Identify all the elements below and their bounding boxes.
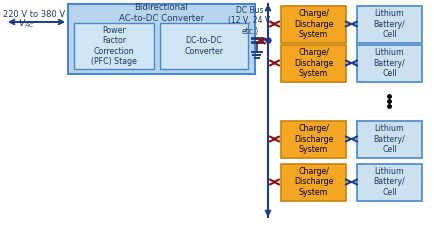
Bar xyxy=(160,23,247,69)
Bar xyxy=(74,23,154,69)
Text: 220 V to 380 V: 220 V to 380 V xyxy=(3,9,65,18)
Bar xyxy=(356,45,421,82)
Text: Lithium
Battery/
Cell: Lithium Battery/ Cell xyxy=(373,9,404,39)
Text: Charge/
Discharge
System: Charge/ Discharge System xyxy=(293,167,332,197)
Text: DC-to-DC
Converter: DC-to-DC Converter xyxy=(184,36,223,56)
Text: Lithium
Battery/
Cell: Lithium Battery/ Cell xyxy=(373,124,404,154)
Text: DC Bus
(12 V, 24 V,
etc.): DC Bus (12 V, 24 V, etc.) xyxy=(227,6,272,36)
Text: Power
Factor
Correction
(PFC) Stage: Power Factor Correction (PFC) Stage xyxy=(91,26,137,66)
Bar xyxy=(356,120,421,158)
Text: $V_{AC}$: $V_{AC}$ xyxy=(17,18,34,30)
Text: Charge/
Discharge
System: Charge/ Discharge System xyxy=(293,124,332,154)
Bar xyxy=(356,5,421,42)
Text: Bidirectional
AC-to-DC Converter: Bidirectional AC-to-DC Converter xyxy=(118,3,204,23)
Bar xyxy=(356,164,421,201)
Text: Charge/
Discharge
System: Charge/ Discharge System xyxy=(293,9,332,39)
Bar xyxy=(280,5,345,42)
Text: Charge/
Discharge
System: Charge/ Discharge System xyxy=(293,48,332,78)
Text: Lithium
Battery/
Cell: Lithium Battery/ Cell xyxy=(373,167,404,197)
Text: Lithium
Battery/
Cell: Lithium Battery/ Cell xyxy=(373,48,404,78)
Bar xyxy=(280,164,345,201)
Bar xyxy=(280,120,345,158)
Bar xyxy=(280,45,345,82)
Bar xyxy=(68,4,254,74)
